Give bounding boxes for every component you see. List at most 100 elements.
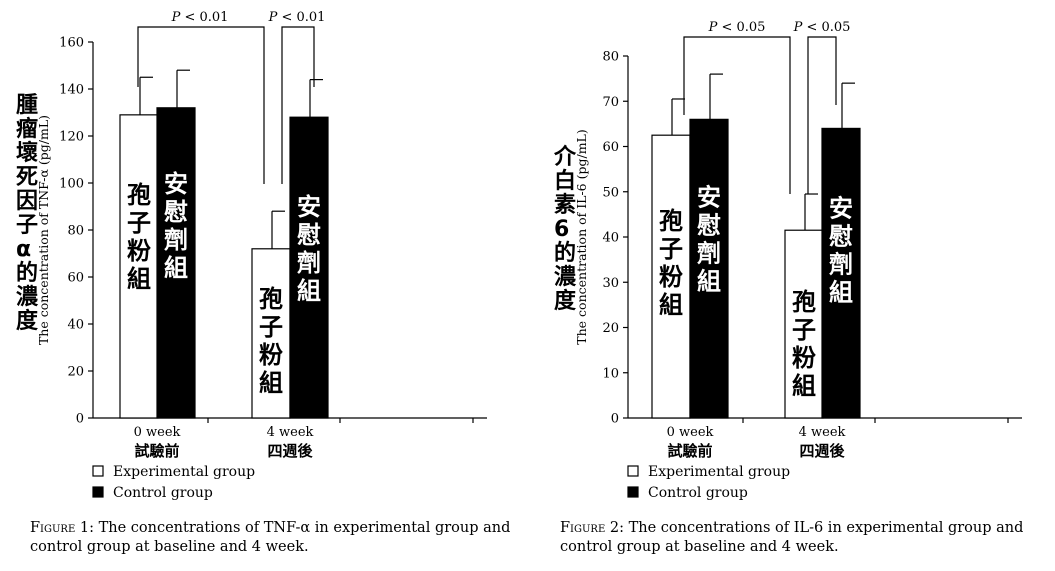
legend-swatch-experimental <box>92 465 104 477</box>
y-tick-label: 60 <box>67 271 84 286</box>
y-axis-label-cn-char: 瘤 <box>16 116 38 142</box>
figure-caption: Figure 2: The concentrations of IL-6 in … <box>560 520 1023 536</box>
bar-label-char: 組 <box>659 291 683 319</box>
bar-label-char: 劑 <box>297 249 321 277</box>
y-tick-label: 40 <box>67 318 84 333</box>
bar-label-char: 子 <box>792 316 816 344</box>
y-tick-label: 0 <box>611 412 619 427</box>
x-category-label: 4 week <box>267 425 314 440</box>
y-axis-label-cn-char: 濃 <box>16 285 39 310</box>
bar-label-char: 孢 <box>792 288 816 316</box>
significance-label: P < 0.05 <box>708 20 766 35</box>
figure-caption: Figure 1: The concentrations of TNF-α in… <box>30 520 510 536</box>
x-category-label-cn: 試驗前 <box>667 442 712 460</box>
bar-label-char: 劑 <box>164 226 188 254</box>
significance-bracket <box>807 36 837 194</box>
legend-swatch-control <box>92 486 104 498</box>
bar-label-char: 慰 <box>829 222 853 250</box>
bar-label-char: 孢 <box>127 181 151 209</box>
bar-label-char: 粉 <box>792 344 816 372</box>
bar-label-char: 組 <box>792 372 816 400</box>
y-axis-label-cn-char: 濃 <box>554 265 577 290</box>
bar-label-char: 子 <box>659 235 683 263</box>
y-axis-label-cn-char: 的 <box>554 240 576 266</box>
y-axis-label-cn-char: 壞 <box>16 140 38 166</box>
x-category-label-cn: 試驗前 <box>134 442 179 460</box>
caption-label: Figure 1: <box>30 520 99 536</box>
y-tick-label: 80 <box>67 224 84 239</box>
y-axis-label-cn-char: 死 <box>16 165 38 190</box>
y-tick-label: 100 <box>59 177 84 192</box>
bar-label-char: 慰 <box>297 221 321 249</box>
y-axis-label-cn-char: 腫 <box>16 93 38 118</box>
significance-bracket <box>137 26 265 184</box>
y-axis-label: The concentration of IL-6 (pg/mL) <box>574 129 589 344</box>
bar-label-char: 安 <box>297 193 321 221</box>
y-axis-label-cn-char: 介 <box>553 144 577 170</box>
bar-label-char: 劑 <box>697 239 721 267</box>
significance-bracket <box>281 26 315 184</box>
figure-caption-line2: control group at baseline and 4 week. <box>560 539 839 555</box>
bar-label-char: 慰 <box>164 198 188 226</box>
y-tick-label: 60 <box>602 140 619 155</box>
y-tick-label: 20 <box>67 365 84 380</box>
y-tick-label: 40 <box>602 231 619 246</box>
bar-label-char: 組 <box>697 267 721 295</box>
significance-label: P < 0.05 <box>793 20 851 35</box>
bar-label-char: 安 <box>697 183 721 211</box>
y-axis-label: The concentration of TNF-α (pg/mL) <box>36 115 51 345</box>
bar-label-char: 安 <box>829 194 853 222</box>
bar-label-char: 慰 <box>697 211 721 239</box>
bar-label-char: 粉 <box>259 341 283 369</box>
chart-1: 0 20 40 60 80 100 120 140 160 The concentration o… <box>16 10 510 555</box>
y-tick-label: 30 <box>602 276 619 291</box>
legend-label: Control group <box>648 485 748 501</box>
bar-experimental <box>651 134 691 419</box>
y-axis-label-cn-char: 素 <box>554 192 576 218</box>
bar-label-char: 組 <box>829 278 853 306</box>
y-axis-label-cn-char: 因 <box>16 189 38 214</box>
bar-control <box>289 116 329 419</box>
figure-caption-line2: control group at baseline and 4 week. <box>30 539 309 555</box>
y-tick-label: 70 <box>602 95 619 110</box>
legend-label: Experimental group <box>648 464 790 480</box>
bar-experimental <box>251 248 291 419</box>
y-tick-label: 10 <box>602 366 619 381</box>
x-category-label: 0 week <box>667 425 714 440</box>
bar-control <box>821 127 861 419</box>
bar-label-char: 粉 <box>127 237 151 265</box>
bar-label-char: 安 <box>164 170 188 198</box>
bar-label-char: 粉 <box>659 263 683 291</box>
legend-label: Control group <box>113 485 213 501</box>
y-axis-label-cn-char: α <box>16 237 31 262</box>
bar-experimental <box>784 229 824 419</box>
bar-label-char: 組 <box>297 277 321 305</box>
bar-label-char: 組 <box>164 254 188 282</box>
legend-swatch-control <box>627 486 639 498</box>
y-tick-label: 120 <box>59 130 84 145</box>
y-tick-label: 0 <box>76 412 84 427</box>
y-axis-label-cn-char: 6 <box>554 217 569 242</box>
chart-2: 0 10 20 30 40 50 60 70 80 The concentration of IL… <box>553 20 1023 555</box>
bar-label-char: 組 <box>259 369 283 397</box>
caption-label: Figure 2: <box>560 520 629 536</box>
legend-label: Experimental group <box>113 464 255 480</box>
bar-label-char: 子 <box>127 209 151 237</box>
y-tick-label: 50 <box>602 185 619 200</box>
legend-swatch-experimental <box>627 465 639 477</box>
x-category-label-cn: 四週後 <box>267 442 313 460</box>
significance-label: P < 0.01 <box>171 10 229 25</box>
y-axis-label-cn-char: 度 <box>16 308 39 334</box>
bar-label-char: 劑 <box>829 250 853 278</box>
significance-label: P < 0.01 <box>268 10 326 25</box>
bar-label-char: 孢 <box>659 207 683 235</box>
y-axis-label-cn-char: 度 <box>554 288 577 314</box>
y-axis-label-cn-char: 白 <box>554 168 576 194</box>
bar-label-char: 孢 <box>259 285 283 313</box>
y-axis-label-cn-char: 子 <box>16 213 38 238</box>
x-category-label: 0 week <box>134 425 181 440</box>
x-category-label-cn: 四週後 <box>799 442 845 460</box>
y-tick-label: 140 <box>59 83 84 98</box>
bar-control <box>689 118 729 419</box>
